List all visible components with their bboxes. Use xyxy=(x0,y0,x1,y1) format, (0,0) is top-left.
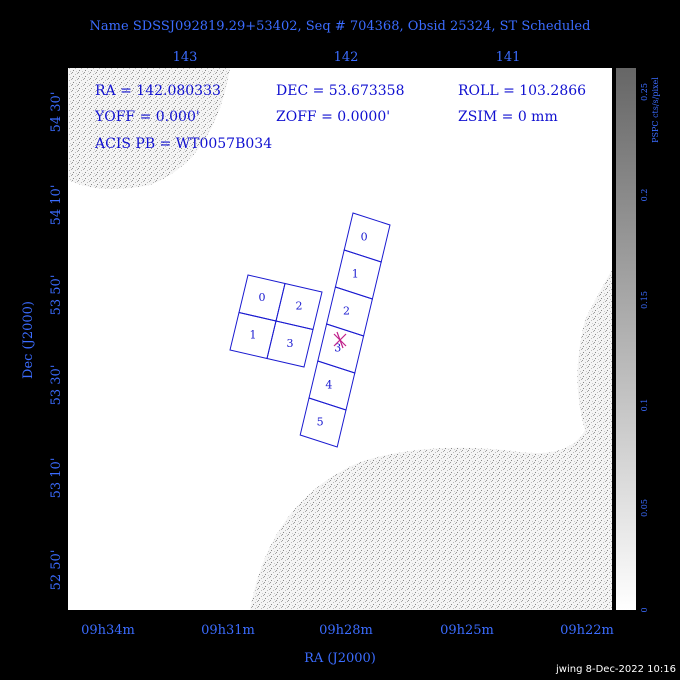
chip-label: 1 xyxy=(250,329,257,342)
y-tick-label: 53 50' xyxy=(49,275,64,316)
x-tick-label: 09h31m xyxy=(201,623,255,638)
y-tick-label: 54 30' xyxy=(49,92,64,133)
chip-label: 2 xyxy=(296,300,303,313)
colorbar xyxy=(616,68,636,610)
info-text: RA = 142.080333 xyxy=(95,83,221,99)
y-tick-label: 54 10' xyxy=(49,185,64,226)
colorbar-label: 0.1 xyxy=(640,399,649,412)
chip-label: 3 xyxy=(287,337,294,350)
footer: jwing 8-Dec-2022 10:16 xyxy=(555,664,676,675)
y-tick-label: 53 30' xyxy=(49,365,64,406)
x-tick-label: 09h25m xyxy=(440,623,494,638)
info-text: ACIS PB = WT0057B034 xyxy=(94,136,272,152)
info-text: DEC = 53.673358 xyxy=(276,83,405,99)
top-tick-label: 142 xyxy=(334,50,359,65)
chip-label: 5 xyxy=(317,416,324,429)
chip-label: 4 xyxy=(325,379,332,392)
chip-label: 2 xyxy=(343,305,350,318)
y-tick-label: 53 10' xyxy=(49,458,64,499)
exposure-region xyxy=(68,68,230,189)
colorbar-label: 0.15 xyxy=(640,291,649,309)
chip-label: 1 xyxy=(352,268,359,281)
colorbar-label: 0.25 xyxy=(640,83,649,101)
y-tick-label: 52 50' xyxy=(49,550,64,591)
info-text: ZOFF = 0.0000' xyxy=(276,109,390,125)
x-tick-label: 09h34m xyxy=(81,623,135,638)
colorbar-label: 0 xyxy=(640,607,649,612)
chip-label: 0 xyxy=(361,231,368,244)
acis-s-chip xyxy=(299,397,347,448)
chip-label: 0 xyxy=(259,291,266,304)
title: Name SDSSJ092819.29+53402, Seq # 704368,… xyxy=(90,19,591,34)
colorbar-label: 0.05 xyxy=(640,499,649,517)
chip-label: 3 xyxy=(334,342,341,355)
x-axis-title: RA (J2000) xyxy=(304,651,376,666)
top-tick-label: 143 xyxy=(173,50,198,65)
colorbar-title: PSPC cts/s/pixel xyxy=(651,77,660,143)
exposure-region xyxy=(250,270,612,610)
acis-i-chip xyxy=(266,320,314,368)
y-axis-title: Dec (J2000) xyxy=(21,301,36,379)
top-tick-label: 141 xyxy=(496,50,521,65)
info-text: ROLL = 103.2866 xyxy=(458,83,586,99)
x-tick-label: 09h28m xyxy=(319,623,373,638)
target-marker xyxy=(333,331,347,349)
colorbar-label: 0.2 xyxy=(640,189,649,202)
info-text: YOFF = 0.000' xyxy=(94,109,200,125)
info-text: ZSIM = 0 mm xyxy=(458,109,558,125)
x-tick-label: 09h22m xyxy=(560,623,614,638)
